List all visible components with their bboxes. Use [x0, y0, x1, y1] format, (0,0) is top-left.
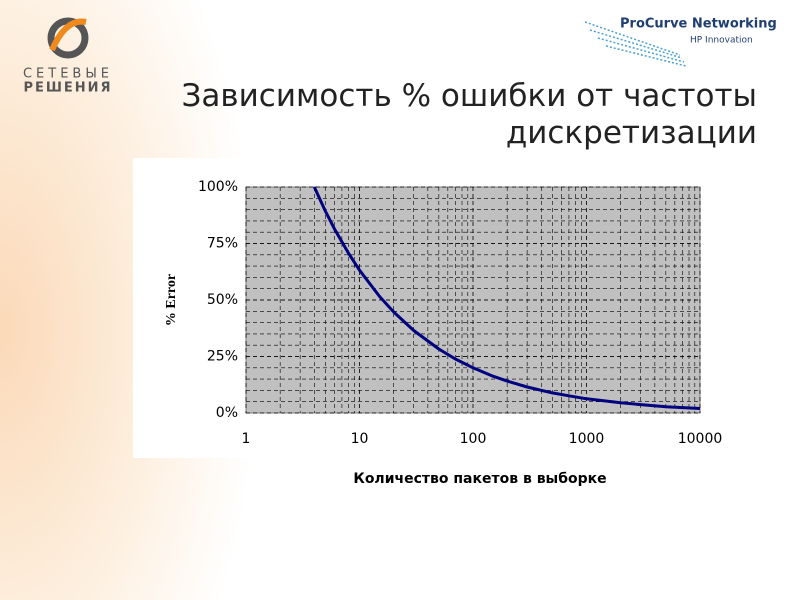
- x-tick-label: 100: [460, 431, 487, 447]
- logo-subtitle: HP Innovation: [690, 36, 753, 46]
- right-logo: ProCurve Networking HP Innovation: [584, 17, 777, 67]
- x-tick-label: 10000: [678, 431, 723, 447]
- y-tick-label: 25%: [207, 349, 238, 365]
- y-tick-label: 75%: [207, 236, 238, 252]
- logo-ring: [47, 17, 89, 59]
- left-logo: СЕТЕВЫЕ РЕШЕНИЯ: [23, 17, 113, 96]
- logo-text: СЕТЕВЫЕ: [23, 67, 113, 82]
- logo-text: РЕШЕНИЯ: [23, 81, 112, 96]
- x-axis-label: Количество пакетов в выборке: [353, 471, 606, 487]
- x-tick-label: 10: [351, 431, 369, 447]
- y-axis-label: % Error: [164, 274, 179, 326]
- logo-title: ProCurve Networking: [620, 17, 777, 32]
- logo-lines: [584, 21, 687, 67]
- x-tick-label: 1: [242, 431, 251, 447]
- slide-title: Зависимость % ошибки от частоты дискрети…: [181, 78, 757, 151]
- data-line: [312, 186, 701, 410]
- x-tick-label: 1000: [569, 431, 605, 447]
- logo-swoosh: [49, 18, 87, 52]
- y-tick-label: 50%: [207, 292, 238, 308]
- y-tick-label: 0%: [216, 405, 238, 421]
- y-tick-label: 100%: [198, 179, 238, 195]
